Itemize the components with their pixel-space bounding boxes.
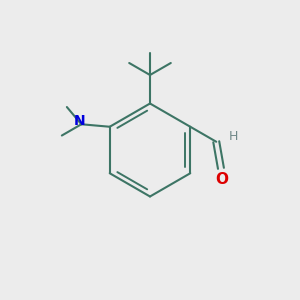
Text: H: H: [228, 130, 238, 143]
Text: N: N: [74, 114, 85, 128]
Text: O: O: [215, 172, 228, 187]
